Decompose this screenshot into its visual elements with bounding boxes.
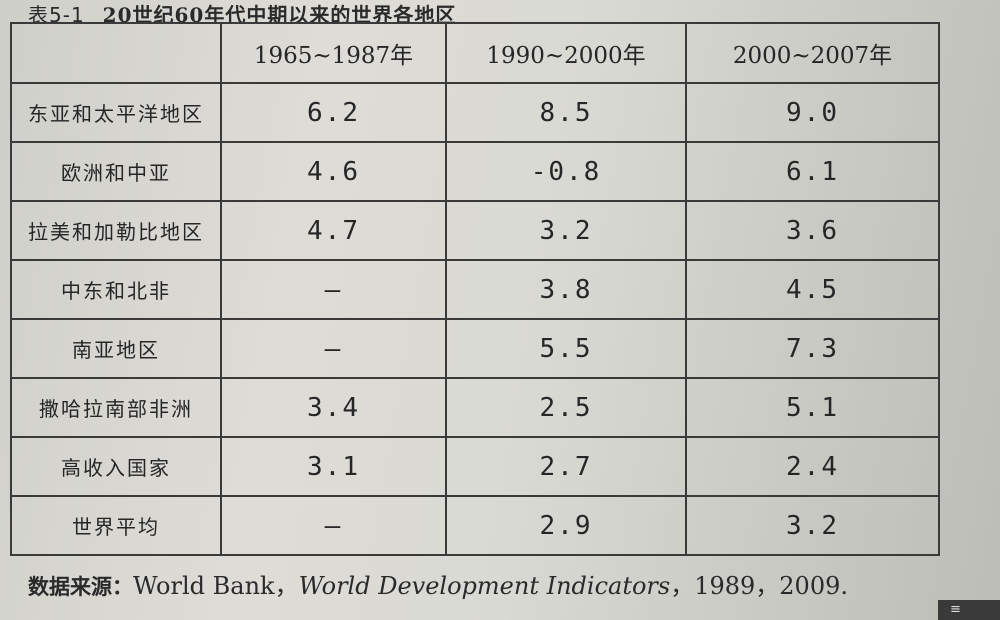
source-title: World Development Indicators <box>298 572 671 600</box>
table-row: 南亚地区 — 5.5 7.3 <box>10 318 940 379</box>
table-title: 20世纪60年代中期以来的世界各地区 <box>102 3 457 22</box>
header-row: 1965~1987年 1990~2000年 2000~2007年 <box>10 22 940 84</box>
value-cell: 4.5 <box>685 259 940 320</box>
growth-table: 1965~1987年 1990~2000年 2000~2007年 东亚和太平洋地… <box>10 22 940 556</box>
value-cell: — <box>220 495 447 556</box>
source-note: 数据来源：World Bank，World Development Indica… <box>28 566 848 601</box>
table-caption: 表5-1 20世纪60年代中期以来的世界各地区 <box>28 0 728 22</box>
value-cell: 3.2 <box>685 495 940 556</box>
source-years: ，1989，2009. <box>670 572 848 600</box>
region-cell: 高收入国家 <box>10 436 222 497</box>
value-cell: 7.3 <box>685 318 940 379</box>
table-row: 撒哈拉南部非洲 3.4 2.5 5.1 <box>10 377 940 438</box>
value-cell: 6.2 <box>220 82 447 143</box>
value-cell: 3.4 <box>220 377 447 438</box>
value-cell: 8.5 <box>445 82 687 143</box>
table-row: 欧洲和中亚 4.6 -0.8 6.1 <box>10 141 940 202</box>
source-publisher: World Bank， <box>133 572 299 600</box>
table-row: 高收入国家 3.1 2.7 2.4 <box>10 436 940 497</box>
table-row: 世界平均 — 2.9 3.2 <box>10 495 940 556</box>
value-cell: 2.9 <box>445 495 687 556</box>
value-cell: — <box>220 318 447 379</box>
region-cell: 撒哈拉南部非洲 <box>10 377 222 438</box>
value-cell: — <box>220 259 447 320</box>
region-cell: 东亚和太平洋地区 <box>10 82 222 143</box>
header-period-2: 1990~2000年 <box>445 22 687 84</box>
value-cell: 4.7 <box>220 200 447 261</box>
value-cell: 5.5 <box>445 318 687 379</box>
header-period-3: 2000~2007年 <box>685 22 940 84</box>
table-number: 表5-1 <box>28 3 85 22</box>
value-cell: 3.1 <box>220 436 447 497</box>
value-cell: 3.6 <box>685 200 940 261</box>
header-corner <box>10 22 222 84</box>
value-cell: 6.1 <box>685 141 940 202</box>
value-cell: 9.0 <box>685 82 940 143</box>
region-cell: 中东和北非 <box>10 259 222 320</box>
value-cell: 2.5 <box>445 377 687 438</box>
table-row: 中东和北非 — 3.8 4.5 <box>10 259 940 320</box>
value-cell: 4.6 <box>220 141 447 202</box>
menu-icon[interactable]: ≡ <box>938 600 1000 620</box>
source-label: 数据来源： <box>28 575 133 599</box>
region-cell: 拉美和加勒比地区 <box>10 200 222 261</box>
value-cell: 2.4 <box>685 436 940 497</box>
value-cell: 2.7 <box>445 436 687 497</box>
region-cell: 欧洲和中亚 <box>10 141 222 202</box>
value-cell: 3.8 <box>445 259 687 320</box>
value-cell: 3.2 <box>445 200 687 261</box>
region-cell: 世界平均 <box>10 495 222 556</box>
header-period-1: 1965~1987年 <box>220 22 447 84</box>
region-cell: 南亚地区 <box>10 318 222 379</box>
value-cell: 5.1 <box>685 377 940 438</box>
table-row: 东亚和太平洋地区 6.2 8.5 9.0 <box>10 82 940 143</box>
value-cell: -0.8 <box>445 141 687 202</box>
menu-icon-glyph: ≡ <box>950 602 961 617</box>
table-row: 拉美和加勒比地区 4.7 3.2 3.6 <box>10 200 940 261</box>
